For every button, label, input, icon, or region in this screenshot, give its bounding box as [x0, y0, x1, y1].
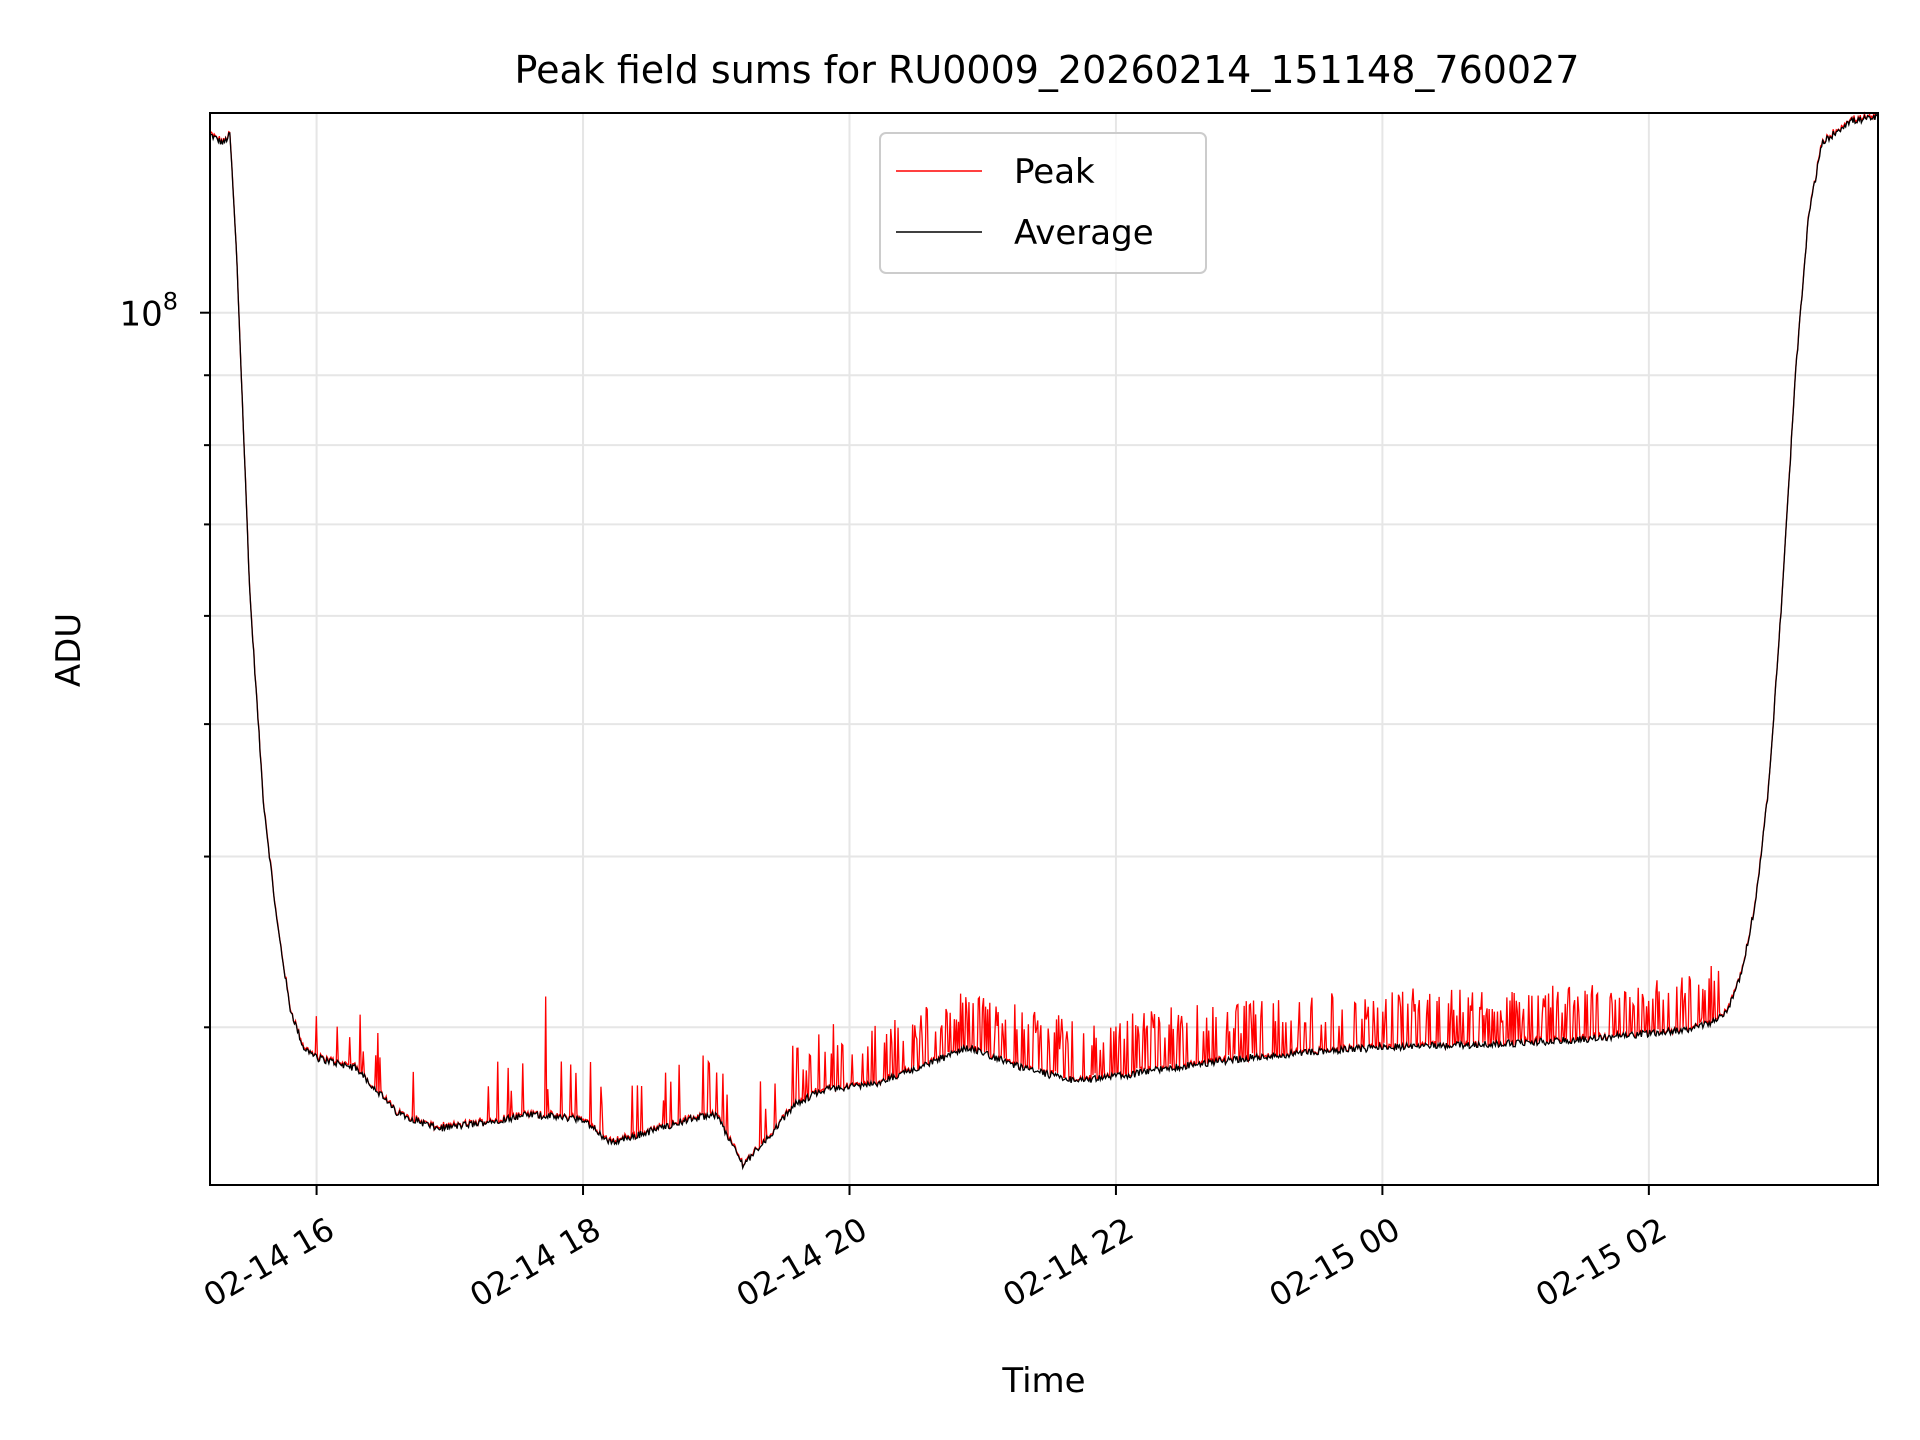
series-line-peak — [209, 111, 1879, 1169]
y-tick-label: 108 — [119, 288, 178, 335]
grid-lines — [210, 113, 1878, 1185]
legend: Peak Average — [879, 132, 1207, 274]
x-tick-label: 02-15 02 — [1529, 1210, 1673, 1315]
axis-ticks: 02-14 16 02-14 18 02-14 20 02-14 22 02-15 00… — [119, 288, 1672, 1315]
x-tick-label: 02-14 22 — [996, 1210, 1140, 1315]
x-tick-label: 02-14 20 — [730, 1210, 874, 1315]
legend-box — [879, 132, 1207, 274]
x-tick-label: 02-15 00 — [1263, 1210, 1407, 1315]
plot-series — [209, 111, 1879, 1171]
plot-area-frame — [209, 112, 1879, 1186]
x-tick-label: 02-14 16 — [197, 1210, 341, 1315]
y-axis-label: ADU — [49, 613, 89, 687]
x-axis-label: Time — [1001, 1361, 1085, 1401]
chart-title: Peak field sums for RU0009_20260214_1511… — [515, 48, 1580, 92]
legend-label-peak: Peak — [1014, 152, 1095, 192]
series-line-average — [209, 113, 1879, 1171]
legend-label-average: Average — [1014, 213, 1154, 253]
x-tick-label: 02-14 18 — [463, 1210, 607, 1315]
